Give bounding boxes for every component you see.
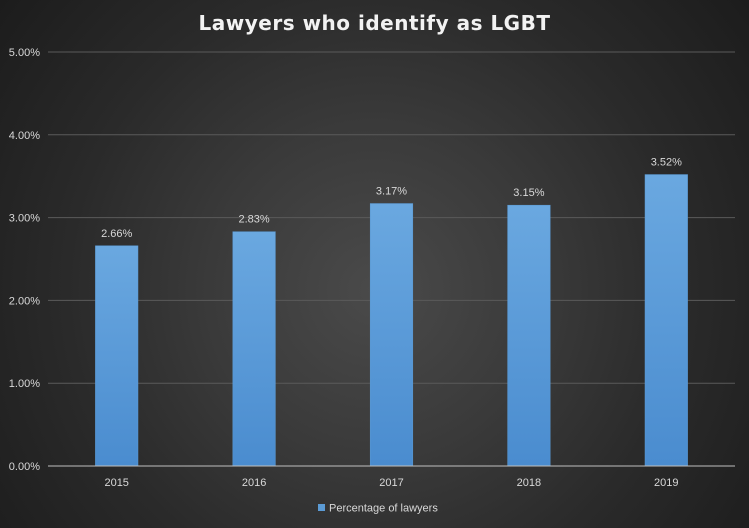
- data-label: 3.15%: [513, 187, 544, 199]
- bar-2017: [369, 203, 414, 467]
- bar-2018: [507, 204, 551, 467]
- data-label: 3.52%: [651, 157, 682, 169]
- x-tick-label: 2018: [517, 477, 541, 489]
- legend: Percentage of lawyers: [318, 503, 438, 515]
- data-label: 2.83%: [238, 214, 269, 226]
- y-tick-label: 0.00%: [9, 461, 40, 473]
- bar-2015: [95, 245, 139, 467]
- y-tick-label: 5.00%: [9, 47, 40, 59]
- x-axis-tick-labels: 2015 2016 2017 2018 2019: [104, 477, 678, 489]
- bar-2016: [232, 231, 276, 467]
- y-tick-label: 3.00%: [9, 213, 40, 225]
- y-axis-tick-labels: 0.00% 1.00% 2.00% 3.00% 4.00% 5.00%: [9, 47, 40, 473]
- legend-label: Percentage of lawyers: [329, 503, 438, 515]
- x-tick-label: 2015: [104, 477, 128, 489]
- data-labels: 2.66% 2.83% 3.17% 3.15% 3.52%: [101, 157, 682, 240]
- legend-swatch: [318, 504, 325, 511]
- data-label: 3.17%: [376, 186, 407, 198]
- chart-title: Lawyers who identify as LGBT: [199, 11, 551, 35]
- y-tick-label: 4.00%: [9, 130, 40, 142]
- bars: [95, 174, 688, 467]
- x-tick-label: 2017: [379, 477, 403, 489]
- data-label: 2.66%: [101, 228, 132, 240]
- y-tick-label: 2.00%: [9, 295, 40, 307]
- x-tick-label: 2016: [242, 477, 266, 489]
- y-tick-label: 1.00%: [9, 378, 40, 390]
- x-tick-label: 2019: [654, 477, 678, 489]
- bar-2019: [644, 174, 688, 467]
